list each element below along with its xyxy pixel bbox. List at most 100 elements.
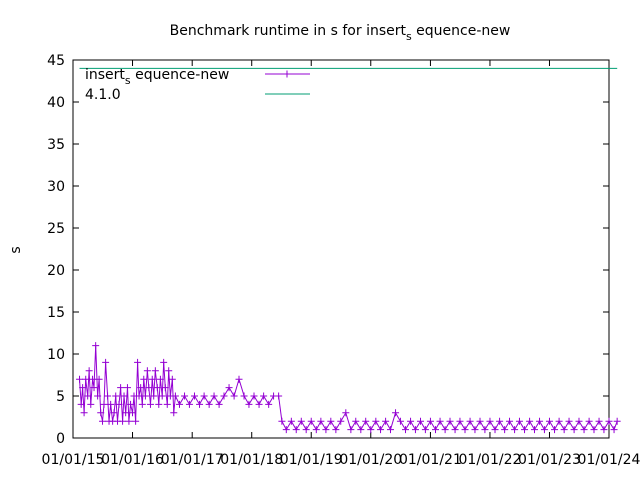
legend-label-series-1: inserts equence-new	[85, 67, 229, 87]
data-point	[585, 417, 593, 425]
data-point	[196, 400, 204, 408]
data-point	[275, 392, 283, 400]
data-point	[138, 400, 146, 408]
data-point	[125, 417, 133, 425]
data-point	[79, 384, 87, 392]
data-point	[215, 400, 223, 408]
data-point	[117, 384, 125, 392]
data-point	[441, 426, 449, 434]
data-point	[536, 417, 544, 425]
data-point	[112, 392, 120, 400]
data-point	[570, 426, 578, 434]
y-tick-label: 20	[47, 263, 65, 279]
data-point	[185, 400, 193, 408]
data-point	[150, 392, 158, 400]
data-point	[250, 392, 258, 400]
data-point	[87, 400, 95, 408]
data-point	[491, 426, 499, 434]
data-point	[446, 417, 454, 425]
data-point	[225, 384, 233, 392]
legend-label-series-1-tail: equence-new	[131, 67, 230, 83]
data-point	[560, 426, 568, 434]
data-point	[200, 392, 208, 400]
x-tick-label: 01/01/17	[161, 452, 224, 468]
x-tick-label: 01/01/24	[578, 452, 640, 468]
data-point	[506, 417, 514, 425]
data-point	[181, 392, 189, 400]
data-point	[134, 358, 142, 366]
data-point	[230, 392, 238, 400]
data-point	[80, 409, 88, 417]
x-tick-label: 01/01/15	[42, 452, 105, 468]
data-point	[521, 426, 529, 434]
data-point	[575, 417, 583, 425]
data-point	[595, 417, 603, 425]
data-point	[372, 417, 380, 425]
data-point	[140, 375, 148, 383]
data-point	[426, 417, 434, 425]
data-point	[287, 417, 295, 425]
data-point	[347, 426, 355, 434]
legend-marker-series-1	[283, 70, 291, 78]
data-point	[132, 417, 140, 425]
data-point	[357, 426, 365, 434]
data-point	[401, 426, 409, 434]
data-point	[461, 426, 469, 434]
data-point	[137, 384, 145, 392]
data-point	[332, 426, 340, 434]
data-point	[127, 400, 135, 408]
data-point	[565, 417, 573, 425]
legend-label-series-1-sub: s	[125, 74, 131, 87]
data-point	[90, 384, 98, 392]
data-point	[530, 426, 538, 434]
data-point	[278, 417, 286, 425]
data-point	[143, 367, 151, 375]
data-point	[210, 392, 218, 400]
data-point	[120, 392, 128, 400]
y-tick-label: 30	[47, 179, 65, 195]
data-point	[407, 417, 415, 425]
data-point	[153, 384, 161, 392]
plot-frame	[72, 59, 610, 439]
data-point	[431, 426, 439, 434]
chart-title-main: Benchmark runtime in s for insert	[170, 23, 407, 39]
data-point	[240, 392, 248, 400]
data-point	[163, 400, 171, 408]
data-point	[613, 417, 621, 425]
data-point	[610, 426, 618, 434]
data-point	[84, 392, 92, 400]
data-point	[436, 417, 444, 425]
data-point	[545, 417, 553, 425]
data-point	[312, 426, 320, 434]
data-point	[141, 392, 149, 400]
y-tick-label: 35	[47, 137, 65, 153]
data-point	[476, 417, 484, 425]
data-point	[416, 417, 424, 425]
data-point	[466, 417, 474, 425]
data-point	[255, 400, 263, 408]
data-point	[171, 392, 179, 400]
x-tick-label: 01/01/16	[101, 452, 164, 468]
data-point	[486, 417, 494, 425]
data-point	[245, 400, 253, 408]
data-point	[322, 426, 330, 434]
data-point	[129, 409, 137, 417]
data-point	[119, 417, 127, 425]
data-point	[92, 342, 100, 350]
data-point	[82, 375, 90, 383]
data-point	[168, 375, 176, 383]
data-point	[605, 417, 613, 425]
data-point	[515, 417, 523, 425]
data-point	[146, 400, 154, 408]
data-point	[307, 417, 315, 425]
data-point	[265, 400, 273, 408]
data-point	[511, 426, 519, 434]
data-point	[421, 426, 429, 434]
x-tick-label: 01/01/18	[220, 452, 283, 468]
legend-label-series-2: 4.1.0	[85, 87, 121, 103]
y-axis: 0 5 10 15 20 25 30 35 40 45	[47, 53, 609, 447]
data-point	[89, 375, 97, 383]
data-point	[135, 392, 143, 400]
data-point	[107, 400, 115, 408]
